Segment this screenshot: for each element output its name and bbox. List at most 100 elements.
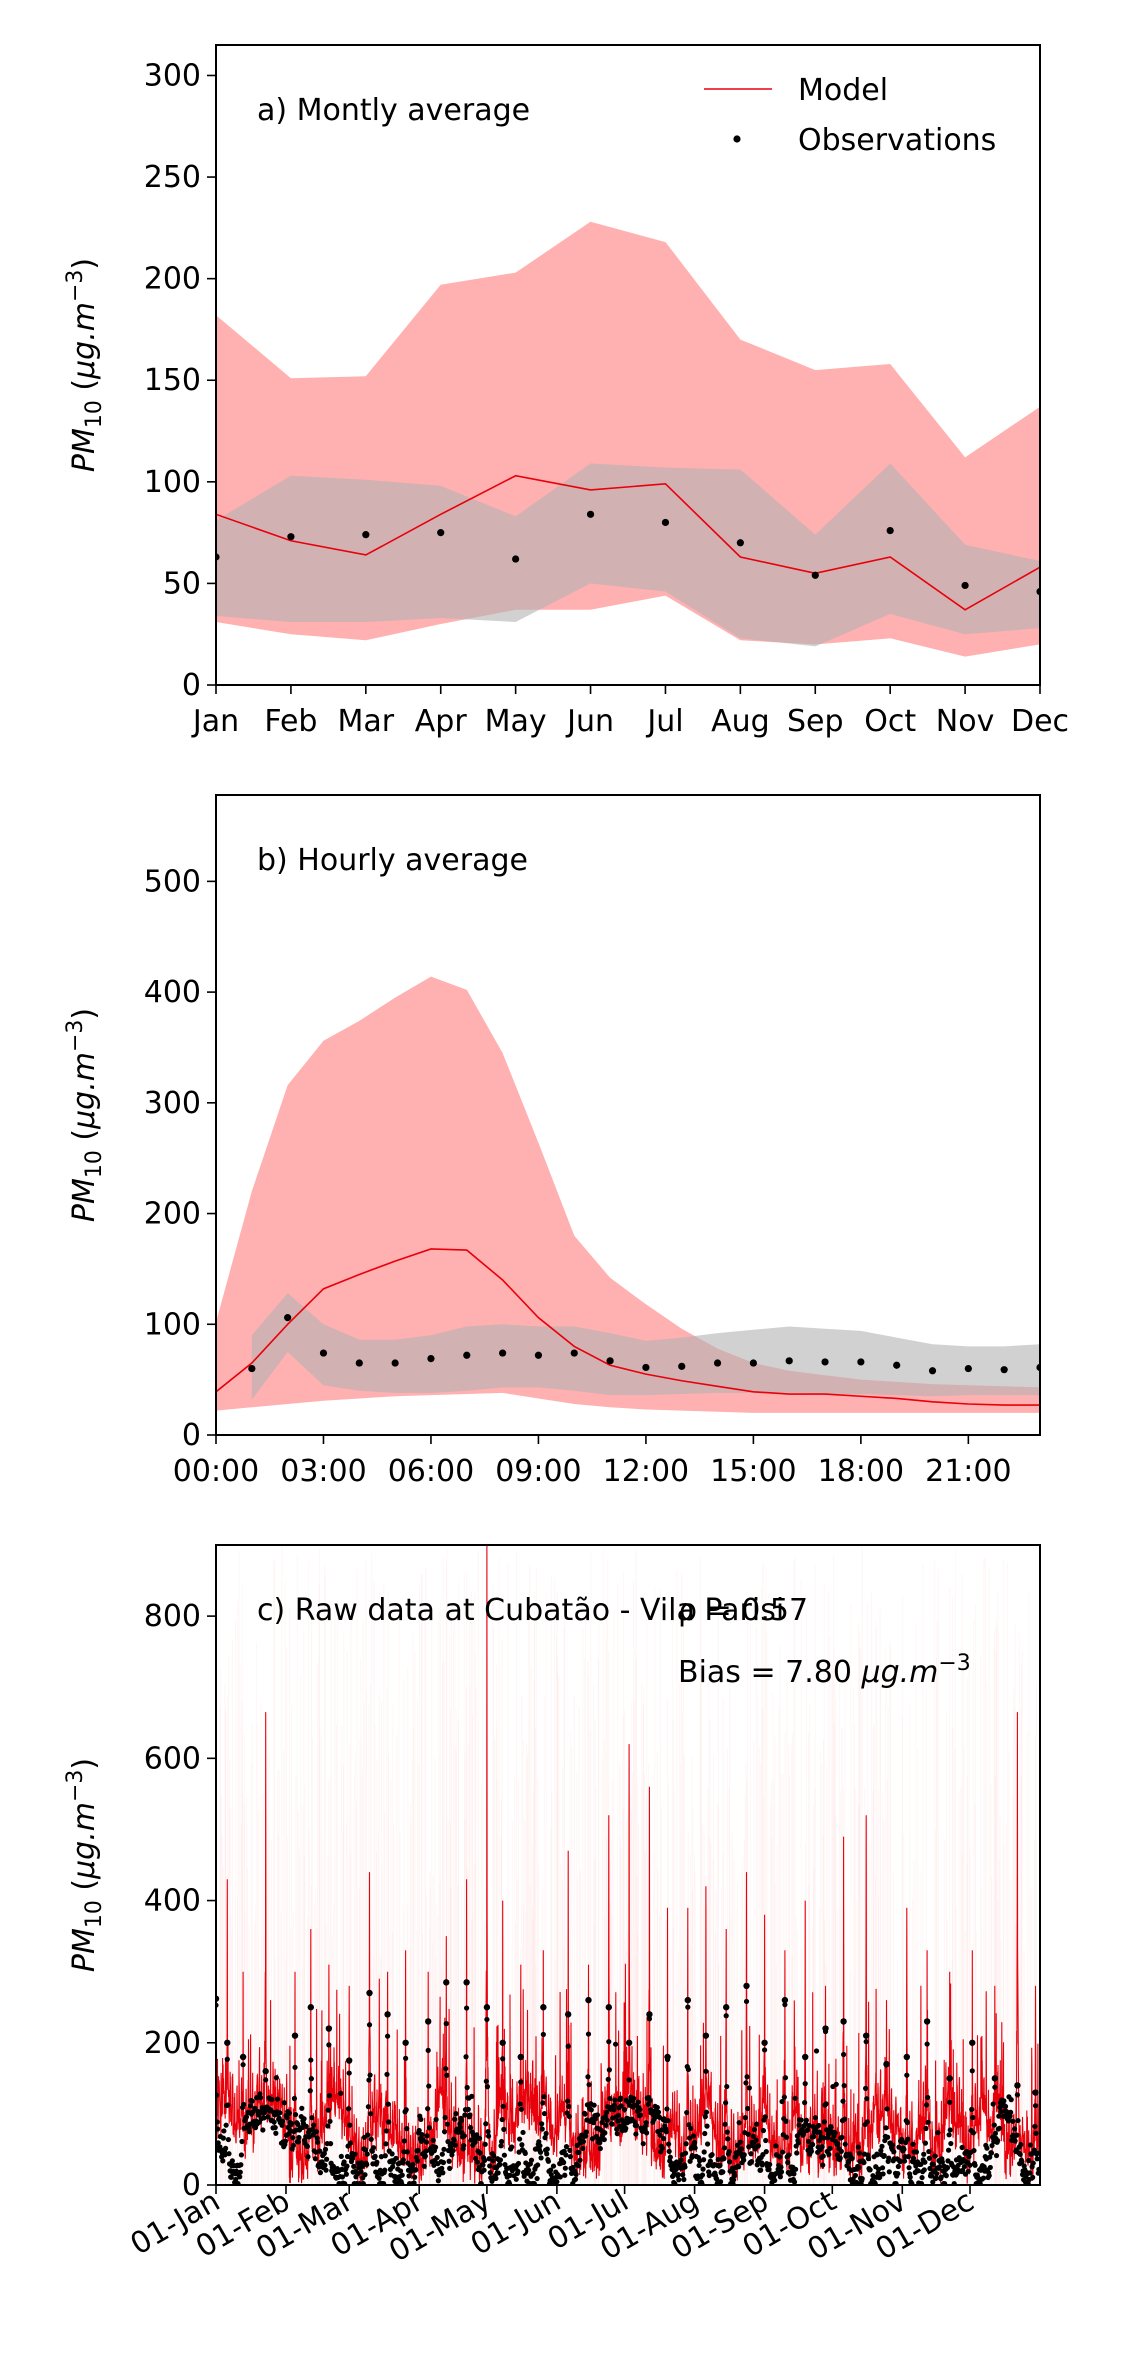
- observation-point: [842, 2141, 848, 2147]
- observation-point: [367, 2072, 373, 2078]
- observation-peak-point: [1032, 2089, 1039, 2096]
- observation-point: [249, 2098, 255, 2104]
- observation-point: [660, 2135, 667, 2142]
- observation-point: [926, 2148, 932, 2155]
- observation-point: [540, 2100, 546, 2106]
- x-tick-label: Mar: [338, 704, 395, 739]
- observation-point: [1014, 2132, 1020, 2138]
- observation-point: [449, 2152, 455, 2158]
- observation-point: [464, 2084, 470, 2091]
- observation-point: [566, 2113, 572, 2120]
- observation-point: [713, 1359, 722, 1367]
- observation-peak-point: [646, 2011, 653, 2018]
- observation-point: [382, 2153, 388, 2159]
- observation-point: [261, 2115, 267, 2121]
- observation-point: [880, 2171, 886, 2177]
- observation-point: [313, 2149, 319, 2155]
- observation-point: [254, 2095, 260, 2101]
- observation-point: [370, 2145, 377, 2151]
- observation-point: [680, 2172, 686, 2178]
- observation-peak-point: [345, 2057, 353, 2064]
- observation-point: [487, 2163, 493, 2169]
- observation-peak-point: [1014, 2082, 1021, 2089]
- observation-peak-point: [540, 2004, 547, 2011]
- observation-point: [659, 2127, 665, 2133]
- observation-point: [314, 2135, 320, 2141]
- x-tick-label: 06:00: [388, 1454, 474, 1489]
- observation-point: [601, 2136, 607, 2143]
- observation-point: [536, 2139, 542, 2145]
- observation-point: [250, 2109, 256, 2115]
- observation-point: [700, 2166, 706, 2172]
- observation-point: [366, 2077, 372, 2083]
- observation-point: [929, 2173, 935, 2179]
- observation-point: [1031, 2147, 1037, 2153]
- observation-point: [372, 2153, 378, 2159]
- observation-point: [284, 1314, 292, 1322]
- observation-point: [565, 2098, 571, 2104]
- observation-point: [947, 2127, 953, 2133]
- observation-point: [507, 2172, 513, 2178]
- observation-point: [1000, 1366, 1008, 1374]
- observation-point: [325, 2123, 331, 2129]
- observation-point: [603, 2109, 610, 2116]
- legend-model-label: Model: [798, 73, 888, 108]
- observation-point: [226, 2151, 232, 2157]
- observation-peak-point: [262, 2068, 269, 2075]
- observation-point: [263, 2077, 269, 2083]
- observation-peak-point: [723, 2004, 730, 2011]
- observation-point: [826, 2151, 832, 2158]
- observation-point: [446, 2158, 452, 2164]
- observation-point: [440, 2170, 446, 2176]
- observation-point: [961, 2163, 967, 2170]
- x-tick-label: 18:00: [818, 1454, 904, 1489]
- observation-point: [444, 2072, 450, 2078]
- observation-point: [554, 2179, 560, 2185]
- observation-point: [910, 2141, 916, 2147]
- observation-point: [849, 2156, 855, 2162]
- observation-point: [542, 2135, 548, 2141]
- observation-point: [223, 2122, 229, 2128]
- observation-point: [926, 2155, 932, 2161]
- observation-point: [290, 2135, 296, 2141]
- observation-point: [883, 2125, 889, 2131]
- observation-point: [591, 2102, 597, 2108]
- observation-point: [291, 2095, 298, 2102]
- observation-point: [714, 2176, 720, 2182]
- observation-point: [827, 2145, 833, 2152]
- observation-point: [528, 2157, 535, 2163]
- x-tick-label: 00:00: [173, 1454, 259, 1489]
- observation-point: [643, 2120, 649, 2126]
- observation-point: [644, 2130, 650, 2136]
- observation-point: [606, 2067, 612, 2073]
- observation-point: [791, 2179, 798, 2185]
- observation-point: [376, 2175, 382, 2181]
- observation-point: [347, 2140, 353, 2146]
- observation-point: [247, 2103, 254, 2109]
- observation-point: [518, 2079, 524, 2085]
- observation-point: [317, 2170, 324, 2176]
- observation-point: [276, 2115, 282, 2121]
- observation-point: [919, 2174, 925, 2181]
- observation-point: [430, 2137, 436, 2144]
- observation-point: [411, 2180, 417, 2185]
- observation-point: [309, 2115, 315, 2121]
- observation-point: [463, 1351, 471, 1359]
- observation-point: [585, 2031, 592, 2037]
- observation-point: [998, 2109, 1004, 2115]
- observation-point: [879, 2143, 885, 2149]
- observation-point: [577, 2157, 583, 2163]
- observation-point: [222, 2152, 228, 2158]
- observation-point: [682, 2164, 688, 2170]
- observation-point: [642, 1363, 650, 1372]
- observation-point: [419, 2132, 425, 2138]
- observation-point: [736, 539, 744, 547]
- observation-point: [667, 2154, 673, 2160]
- observation-point: [683, 2141, 689, 2147]
- observation-point: [620, 2118, 627, 2125]
- x-tick-label: Aug: [711, 704, 770, 739]
- observation-point: [531, 2180, 537, 2185]
- observation-point: [655, 2109, 662, 2115]
- observation-point: [697, 2158, 703, 2164]
- observation-point: [992, 2084, 998, 2090]
